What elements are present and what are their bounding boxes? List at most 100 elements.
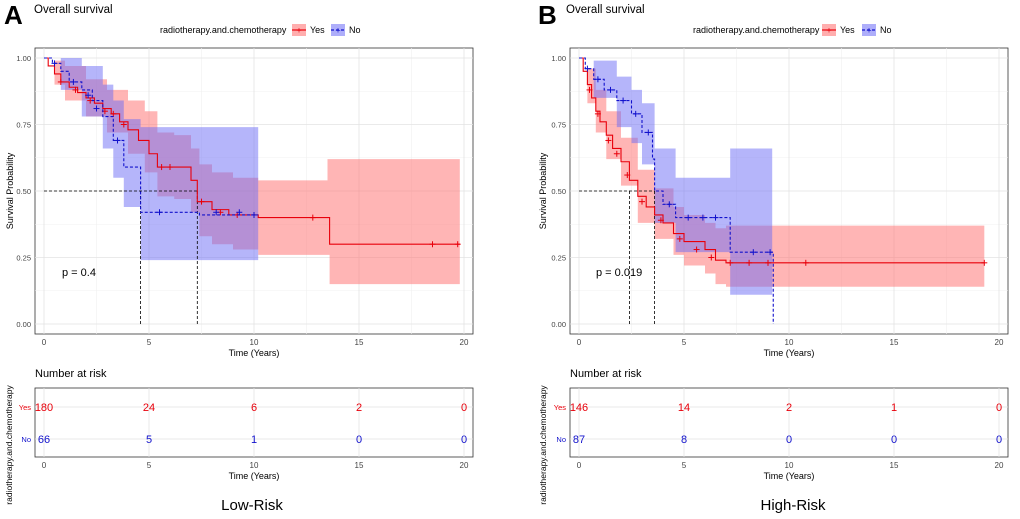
x-tick-label: 0 xyxy=(42,338,47,347)
y-axis-label: Survival Probability xyxy=(538,152,548,229)
risk-row-label: No xyxy=(21,435,31,444)
risk-table-title: Number at risk xyxy=(570,368,642,380)
x-axis-label: Time (Years) xyxy=(764,348,815,358)
risk-x-tick-label: 15 xyxy=(890,461,899,470)
censor-mark xyxy=(85,92,92,99)
y-tick-label: 0.50 xyxy=(551,187,566,196)
x-tick-label: 15 xyxy=(355,338,364,347)
risk-count: 5 xyxy=(146,434,152,446)
survival-curve-no xyxy=(579,57,774,324)
censor-mark xyxy=(727,259,734,266)
censor-mark xyxy=(93,105,100,112)
legend-item-yes: + Yes xyxy=(292,24,325,36)
legend-title: radiotherapy.and.chemotherapy xyxy=(693,25,820,35)
censor-mark xyxy=(158,164,165,171)
risk-x-tick-label: 0 xyxy=(42,461,47,470)
censor-mark xyxy=(584,65,591,72)
risk-y-axis-label: radiotherapy.and.chemotherapy xyxy=(538,385,548,505)
survival-curve-yes xyxy=(579,57,985,264)
y-tick-label: 0.75 xyxy=(551,121,566,130)
censor-mark xyxy=(607,86,614,93)
panel-label: B xyxy=(538,0,557,30)
legend-label: No xyxy=(349,25,361,35)
censor-mark xyxy=(251,211,257,218)
censor-mark xyxy=(685,214,692,221)
risk-x-tick-label: 5 xyxy=(682,461,687,470)
confidence-band-no xyxy=(579,58,773,295)
legend-label: No xyxy=(880,25,892,35)
risk-row-label: Yes xyxy=(554,403,566,412)
censor-mark xyxy=(213,209,220,216)
svg-text:+: + xyxy=(296,26,301,36)
p-value: p = 0.019 xyxy=(596,267,642,279)
risk-count: 0 xyxy=(356,434,362,446)
risk-count: 146 xyxy=(570,402,588,414)
panel-caption: Low-Risk xyxy=(221,497,283,514)
y-tick-label: 0.00 xyxy=(551,320,566,329)
censor-mark xyxy=(639,198,645,205)
risk-count: 24 xyxy=(143,402,155,414)
y-tick-label: 1.00 xyxy=(551,54,566,63)
survival-curve-no xyxy=(44,57,259,216)
panel-a: A Overall survival radiotherapy.and.chemot… xyxy=(4,0,474,514)
censor-mark xyxy=(624,172,631,179)
risk-count: 0 xyxy=(996,434,1002,446)
y-tick-label: 0.25 xyxy=(551,254,566,263)
censor-mark xyxy=(57,78,64,85)
censor-mark xyxy=(765,259,771,266)
censor-mark xyxy=(620,97,627,104)
legend-item-yes: + Yes xyxy=(822,24,855,36)
y-tick-label: 0.25 xyxy=(16,254,31,263)
svg-text:+: + xyxy=(335,26,340,36)
risk-count: 1 xyxy=(251,434,257,446)
risk-count: 0 xyxy=(786,434,792,446)
censor-mark xyxy=(236,209,243,216)
y-tick-label: 1.00 xyxy=(16,54,31,63)
risk-count: 1 xyxy=(891,402,897,414)
censor-mark xyxy=(802,259,809,266)
censor-mark xyxy=(309,214,316,221)
censor-mark xyxy=(594,110,601,117)
x-tick-label: 15 xyxy=(890,338,899,347)
risk-x-tick-label: 20 xyxy=(460,461,469,470)
risk-row-label: No xyxy=(556,435,566,444)
risk-x-tick-label: 5 xyxy=(147,461,152,470)
censor-mark xyxy=(586,86,593,93)
risk-count: 0 xyxy=(996,402,1002,414)
panel-b: B Overall survival radiotherapy.and.chemot… xyxy=(538,0,1009,514)
confidence-band-yes xyxy=(44,58,460,285)
y-tick-label: 0.50 xyxy=(16,187,31,196)
risk-count: 180 xyxy=(35,402,53,414)
y-tick-label: 0.75 xyxy=(16,121,31,130)
x-tick-label: 10 xyxy=(250,338,259,347)
risk-x-tick-label: 20 xyxy=(995,461,1004,470)
risk-count: 6 xyxy=(251,402,257,414)
censor-mark xyxy=(156,209,163,216)
risk-table-title: Number at risk xyxy=(35,368,107,380)
censor-mark xyxy=(632,110,639,117)
risk-count: 0 xyxy=(461,402,467,414)
p-value: p = 0.4 xyxy=(62,267,96,279)
x-tick-label: 10 xyxy=(785,338,794,347)
chart-title: Overall survival xyxy=(34,4,113,16)
risk-count: 66 xyxy=(38,434,50,446)
median-lines xyxy=(44,190,198,324)
risk-count: 8 xyxy=(681,434,687,446)
risk-count: 87 xyxy=(573,434,585,446)
x-tick-label: 0 xyxy=(577,338,582,347)
panel-caption: High-Risk xyxy=(760,497,826,514)
risk-count: 2 xyxy=(786,402,792,414)
censor-mark xyxy=(167,164,173,171)
risk-count: 2 xyxy=(356,402,362,414)
x-tick-label: 20 xyxy=(995,338,1004,347)
legend-label: Yes xyxy=(840,25,855,35)
survival-curve-yes xyxy=(44,57,460,245)
censor-mark xyxy=(72,86,79,93)
x-axis-label: Time (Years) xyxy=(229,348,280,358)
legend-item-no: + No xyxy=(331,24,361,36)
x-tick-label: 20 xyxy=(460,338,469,347)
censor-mark xyxy=(981,259,988,266)
risk-y-axis-label: radiotherapy.and.chemotherapy xyxy=(4,385,14,505)
censor-mark xyxy=(198,198,205,205)
